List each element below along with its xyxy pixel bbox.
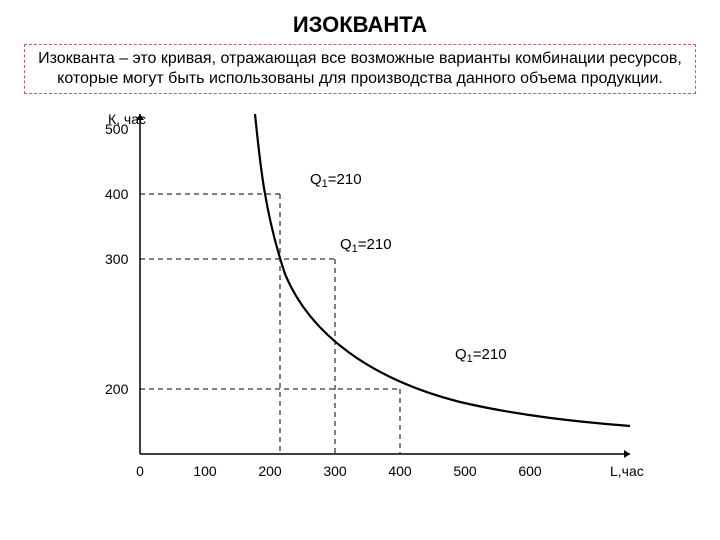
svg-text:Q1=210: Q1=210 [455,346,507,365]
svg-text:500: 500 [453,463,477,479]
svg-text:300: 300 [323,463,347,479]
svg-text:400: 400 [388,463,412,479]
isoquant-chart: 0100200300400500600К, час500400300200Q1=… [60,104,720,489]
chart-svg: 0100200300400500600К, час500400300200Q1=… [60,104,660,484]
svg-text:L,час: L,час [610,463,644,479]
svg-text:200: 200 [105,381,129,397]
svg-text:0: 0 [136,463,144,479]
svg-text:300: 300 [105,251,129,267]
svg-text:400: 400 [105,186,129,202]
definition-box: Изокванта – это кривая, отражающая все в… [24,44,696,94]
page-title: ИЗОКВАНТА [0,0,720,44]
svg-text:Q1=210: Q1=210 [310,171,362,190]
svg-text:500: 500 [105,121,129,137]
svg-text:100: 100 [193,463,217,479]
svg-text:600: 600 [518,463,542,479]
svg-text:200: 200 [258,463,282,479]
svg-text:Q1=210: Q1=210 [340,236,392,255]
